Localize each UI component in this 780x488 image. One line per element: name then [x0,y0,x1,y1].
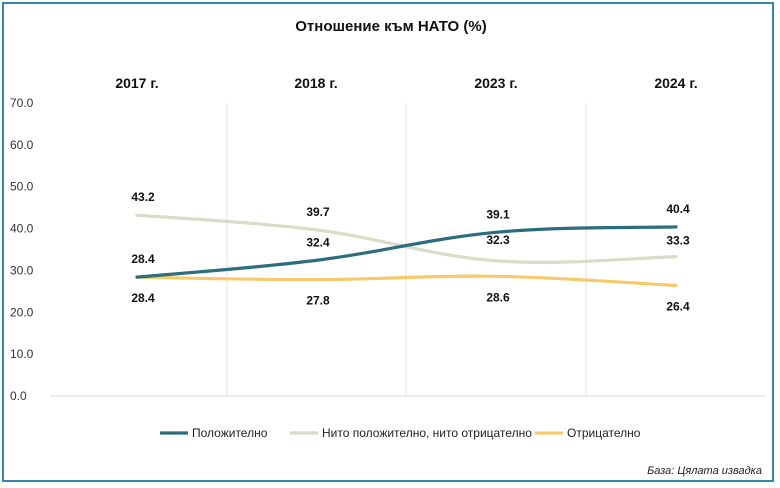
category-label: 2018 г. [294,75,337,91]
y-axis: 0.0 10.0 20.0 30.0 40.0 50.0 60.0 70.0 [10,96,34,403]
data-label: 32.4 [306,235,330,249]
data-label: 28.6 [486,290,510,304]
legend-label-2: Нито положително, нито отрицателно [322,426,532,440]
data-label: 43.2 [131,190,155,204]
data-label: 27.8 [306,294,330,308]
series-line-1 [135,225,678,279]
category-label: 2024 г. [654,75,697,91]
data-label: 28.4 [131,291,155,305]
y-tick-label: 20.0 [10,305,34,319]
series-line-3 [135,274,678,288]
chart-title: Отношение към НАТО (%) [295,18,486,35]
data-labels: 28.4 32.4 39.1 40.4 43.2 39.7 32.3 33.3 28.4 27.8… [131,190,690,313]
data-label: 26.4 [666,299,690,313]
y-tick-label: 70.0 [10,96,34,110]
data-label: 33.3 [666,234,690,248]
legend: Положително Нито положително, нито отрица… [160,426,641,440]
grid [50,103,765,397]
data-label: 39.7 [306,205,330,219]
y-tick-label: 10.0 [10,347,34,361]
y-tick-label: 0.0 [10,389,27,403]
category-labels: 2017 г. 2018 г. 2023 г. 2024 г. [115,75,697,91]
y-tick-label: 50.0 [10,180,34,194]
data-label: 28.4 [131,252,155,266]
category-label: 2023 г. [474,75,517,91]
y-tick-label: 40.0 [10,222,34,236]
y-tick-label: 60.0 [10,138,34,152]
category-label: 2017 г. [115,75,158,91]
y-tick-label: 30.0 [10,263,34,277]
legend-label-1: Положително [192,426,268,440]
series-lines [135,213,678,288]
legend-label-3: Отрицателно [567,426,641,440]
data-label: 39.1 [486,207,510,221]
data-label: 32.3 [486,233,510,247]
data-label: 40.4 [666,202,690,216]
source-note: База: Цялата извадка [647,465,762,477]
